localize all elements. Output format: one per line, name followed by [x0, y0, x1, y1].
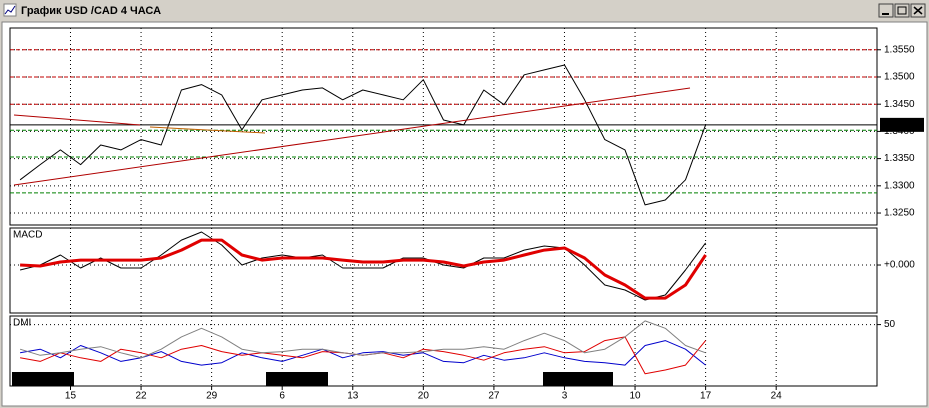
panel-title: DMI	[13, 318, 31, 329]
month-label: Июнь 2019	[547, 374, 598, 385]
x-tick-label: 17	[700, 391, 712, 402]
window-icon-line	[4, 5, 16, 15]
month-label: Май 2019	[270, 374, 315, 385]
maximize-icon	[897, 6, 907, 15]
series-line	[20, 238, 707, 300]
x-tick-label: 29	[206, 391, 218, 402]
window-title: График USD /CAD 4 ЧАСА	[21, 5, 161, 17]
x-tick-label: 20	[418, 391, 430, 402]
close-icon	[913, 6, 923, 15]
x-tick-label: 10	[629, 391, 641, 402]
series-line	[19, 64, 707, 206]
window-buttons	[878, 3, 926, 18]
trend-line	[149, 126, 266, 134]
y-tick-label: +0.000	[884, 260, 915, 271]
series-line	[20, 340, 706, 366]
y-tick-label: 1.3450	[884, 99, 915, 110]
month-label-box	[543, 372, 613, 386]
window-icon	[3, 3, 17, 17]
panel-frame	[9, 27, 878, 226]
month-label-box	[12, 372, 74, 386]
last-price-box	[880, 117, 924, 132]
last-price-label: 1.3412	[883, 120, 914, 131]
minimize-button[interactable]	[878, 3, 894, 18]
trend-line	[13, 114, 141, 126]
x-tick-label: 3	[562, 391, 568, 402]
trend-lines	[13, 87, 691, 186]
y-tick-label: 1.3550	[884, 44, 915, 55]
panel-title: MACD	[13, 230, 42, 241]
series-line	[19, 231, 707, 301]
y-tick-label: 1.3300	[884, 180, 915, 191]
maximize-button[interactable]	[894, 3, 910, 18]
x-tick-label: 15	[65, 391, 77, 402]
x-tick-label: 22	[135, 391, 147, 402]
panel-frame	[9, 227, 878, 314]
chart-area	[1, 21, 928, 407]
month-label-box	[266, 372, 328, 386]
y-tick-label: 1.3250	[884, 208, 915, 219]
y-tick-label: 50	[884, 319, 896, 330]
panel-frame	[9, 315, 878, 387]
y-tick-label: 1.3350	[884, 153, 915, 164]
x-tick-label: 27	[488, 391, 500, 402]
x-tick-label: 6	[279, 391, 285, 402]
trend-line	[13, 87, 691, 186]
series-line	[19, 320, 706, 359]
x-tick-label: 24	[771, 391, 783, 402]
y-tick-label: 1.3500	[884, 72, 915, 83]
month-label: Апр 2019	[16, 374, 59, 385]
x-tick-label: 13	[347, 391, 359, 402]
title-bar	[0, 0, 929, 20]
